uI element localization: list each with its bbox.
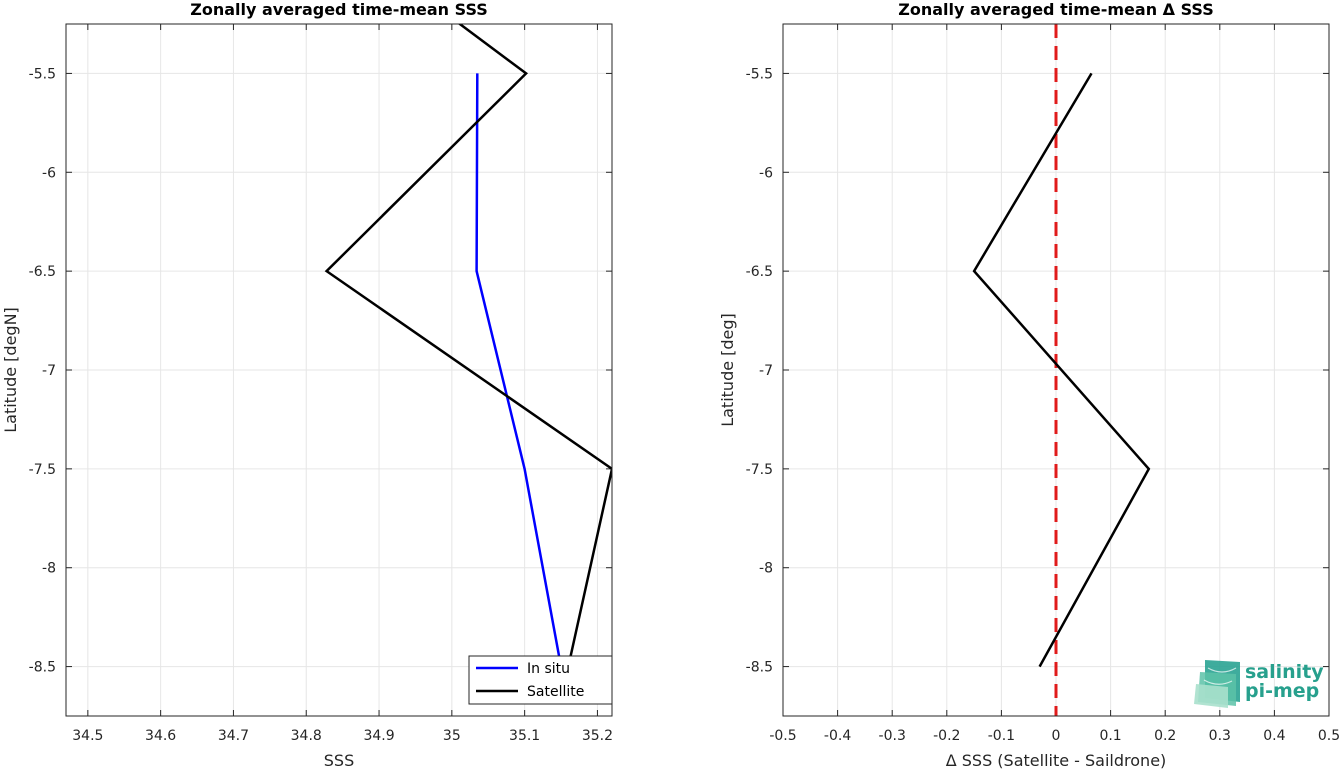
y-tick-label: -8: [42, 561, 56, 577]
x-tick-labels: 34.5 34.6 34.7 34.8 34.9 35 35.1 35.2: [72, 728, 613, 744]
y-tick-label: -7: [42, 363, 56, 379]
y-tick-label: -7.5: [746, 462, 773, 478]
y-tick-labels: -5.5 -6 -6.5 -7 -7.5 -8 -8.5: [746, 66, 773, 675]
x-tick-label: 34.9: [363, 728, 394, 744]
delta-sss-chart: Zonally averaged time-mean Δ SSS -0.5 -0.…: [718, 0, 1340, 770]
logo-line-1: salinity: [1245, 661, 1324, 683]
x-tick-label: 34.8: [291, 728, 322, 744]
salinity-pi-mep-logo: salinity pi-mep: [1194, 660, 1324, 708]
delta-sss-line: [972, 72, 1151, 668]
y-tick-label: -5.5: [29, 66, 56, 82]
x-tick-label: 35.1: [509, 728, 540, 744]
x-tick-label: 34.6: [145, 728, 176, 744]
y-axis-label: Latitude [degN]: [1, 307, 20, 433]
x-axis-label: Δ SSS (Satellite - Saildrone): [946, 751, 1167, 769]
x-tick-label: -0.5: [769, 728, 796, 744]
y-axis-label: Latitude [deg]: [718, 313, 737, 427]
x-tick-label: 0.5: [1318, 728, 1340, 744]
y-tick-label: -8.5: [29, 660, 56, 676]
series-group: [324, 24, 612, 667]
chart-title: Zonally averaged time-mean SSS: [190, 0, 488, 19]
x-tick-label: 35.2: [582, 728, 613, 744]
satellite-line: [324, 24, 612, 667]
legend-box: [468, 655, 613, 705]
wave-mark-icon: [1194, 660, 1240, 708]
x-tick-label: 0: [1052, 728, 1061, 744]
x-tick-labels: -0.5 -0.4 -0.3 -0.2 -0.1 0 0.1 0.2 0.3 0.4 0.5: [769, 728, 1340, 744]
x-tick-label: 0.1: [1099, 728, 1121, 744]
x-tick-label: 0.3: [1209, 728, 1231, 744]
x-tick-label: 34.7: [218, 728, 249, 744]
x-tick-label: 35: [443, 728, 461, 744]
y-tick-label: -6: [759, 165, 773, 181]
y-tick-label: -8.5: [746, 660, 773, 676]
series-group: [972, 24, 1151, 716]
y-tick-label: -7: [759, 363, 773, 379]
in-situ-line: [475, 73, 563, 667]
y-tick-label: -7.5: [29, 462, 56, 478]
x-tick-label: -0.2: [933, 728, 960, 744]
y-tick-label: -5.5: [746, 66, 773, 82]
x-tick-label: -0.1: [988, 728, 1015, 744]
grid: [66, 24, 612, 716]
chart-title: Zonally averaged time-mean Δ SSS: [898, 0, 1214, 19]
legend-label-in-situ: In situ: [527, 661, 570, 677]
y-tick-labels: -5.5 -6 -6.5 -7 -7.5 -8 -8.5: [29, 66, 56, 675]
plot-frame: [65, 23, 613, 717]
legend[interactable]: In situ Satellite: [468, 655, 613, 705]
logo-line-2: pi-mep: [1245, 680, 1319, 702]
x-tick-label: 0.2: [1154, 728, 1176, 744]
y-tick-label: -8: [759, 561, 773, 577]
x-axis-label: SSS: [324, 751, 354, 769]
legend-label-satellite: Satellite: [527, 684, 584, 700]
sss-chart: Zonally averaged time-mean SSS 34.5 34.6 3…: [1, 0, 613, 770]
x-tick-label: 0.4: [1263, 728, 1285, 744]
grid: [782, 24, 1330, 716]
y-tick-label: -6: [42, 165, 56, 181]
plot-frame: [782, 23, 1330, 717]
x-tick-label: 34.5: [72, 728, 103, 744]
y-tick-label: -6.5: [29, 264, 56, 280]
y-tick-label: -6.5: [746, 264, 773, 280]
x-tick-label: -0.4: [824, 728, 851, 744]
x-tick-label: -0.3: [879, 728, 906, 744]
